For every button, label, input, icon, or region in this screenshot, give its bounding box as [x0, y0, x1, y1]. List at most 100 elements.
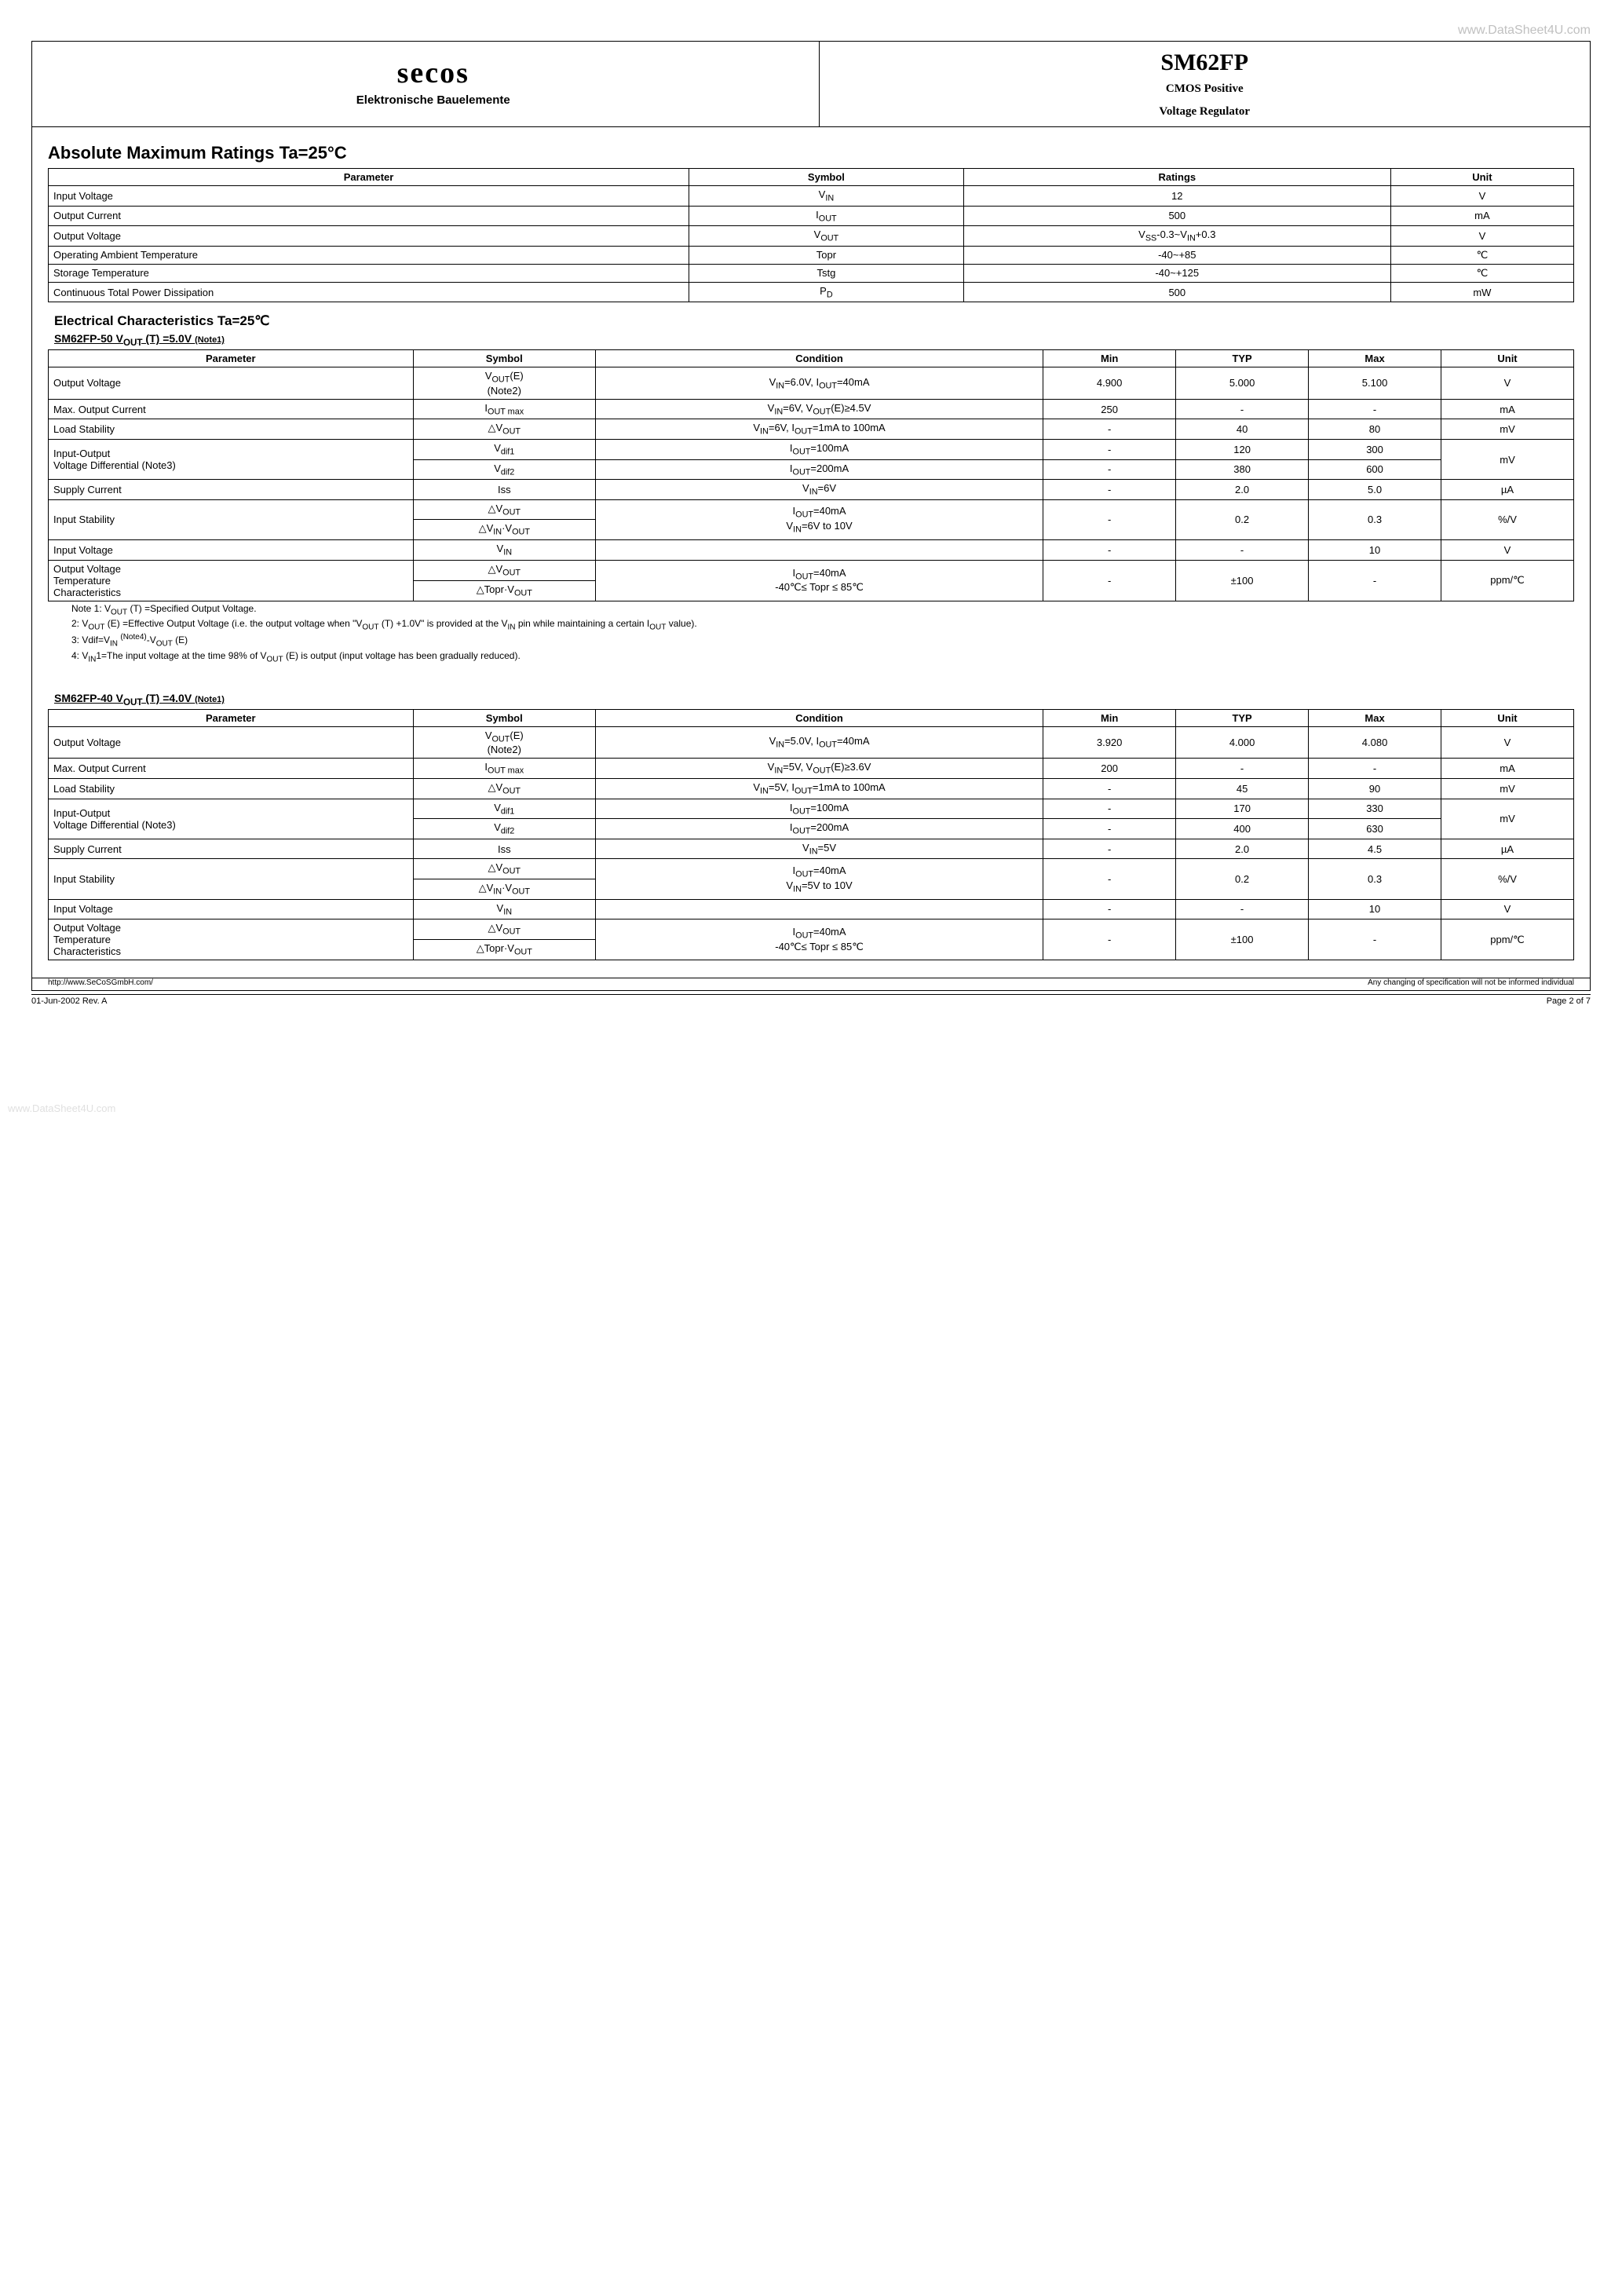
table-cell: 120: [1176, 439, 1309, 459]
table-cell: △VOUT: [413, 779, 595, 799]
table-cell: 5.000: [1176, 367, 1309, 400]
table-cell: Output Current: [49, 206, 689, 226]
table-row: Output VoltageTemperatureCharacteristics…: [49, 560, 1574, 580]
table-cell: -: [1309, 399, 1441, 419]
table-row: Output CurrentIOUT500mA: [49, 206, 1574, 226]
table-cell: -: [1043, 480, 1176, 500]
table-cell: VIN=6.0V, IOUT=40mA: [595, 367, 1043, 400]
table-cell: 0.3: [1309, 499, 1441, 539]
table-cell: -: [1176, 899, 1309, 919]
variant-title: SM62FP-50 VOUT (T) =5.0V (Note1): [54, 332, 1574, 348]
part-sub1: CMOS Positive: [835, 82, 1575, 96]
table-cell: Max. Output Current: [49, 399, 414, 419]
ec-col-header: Min: [1043, 350, 1176, 367]
table-cell: IOUT=40mAVIN=5V to 10V: [595, 859, 1043, 899]
ec-col-header: TYP: [1176, 350, 1309, 367]
table-cell: [595, 539, 1043, 560]
table-cell: 170: [1176, 799, 1309, 819]
table-cell: V: [1390, 186, 1573, 207]
ec-col-header: Min: [1043, 709, 1176, 726]
table-cell: Output Voltage: [49, 367, 414, 400]
table-cell: ±100: [1176, 560, 1309, 601]
table-cell: Input Voltage: [49, 539, 414, 560]
table-row: Output VoltageVOUTVSS-0.3~VIN+0.3V: [49, 226, 1574, 247]
table-cell: -: [1043, 899, 1176, 919]
variant-title: SM62FP-40 VOUT (T) =4.0V (Note1): [54, 692, 1574, 707]
table-cell: Output Voltage: [49, 226, 689, 247]
table-row: Max. Output CurrentIOUT maxVIN=6V, VOUT(…: [49, 399, 1574, 419]
table-cell: -: [1043, 819, 1176, 839]
table-cell: VIN=5V, IOUT=1mA to 100mA: [595, 779, 1043, 799]
table-cell: -: [1043, 419, 1176, 440]
part-sub2: Voltage Regulator: [835, 105, 1575, 119]
table-cell: -: [1043, 560, 1176, 601]
table-cell: Output VoltageTemperatureCharacteristics: [49, 560, 414, 601]
header: secos Elektronische Bauelemente SM62FP C…: [32, 42, 1590, 127]
table-row: Input Stability△VOUTIOUT=40mAVIN=6V to 1…: [49, 499, 1574, 520]
table-cell: V: [1441, 539, 1574, 560]
table-cell: 90: [1309, 779, 1441, 799]
table-cell: 4.000: [1176, 726, 1309, 759]
table-cell: △Topr·VOUT: [413, 580, 595, 601]
table-cell: Storage Temperature: [49, 264, 689, 282]
table-cell: Continuous Total Power Dissipation: [49, 282, 689, 302]
amr-col-ratings: Ratings: [963, 169, 1390, 186]
table-cell: -: [1043, 919, 1176, 960]
table-cell: 4.5: [1309, 839, 1441, 859]
table-cell: 5.0: [1309, 480, 1441, 500]
table-row: Output VoltageTemperatureCharacteristics…: [49, 919, 1574, 940]
table-row: Input VoltageVIN12V: [49, 186, 1574, 207]
table-cell: 330: [1309, 799, 1441, 819]
table-cell: VIN: [689, 186, 964, 207]
table-cell: 80: [1309, 419, 1441, 440]
table-cell: Input Stability: [49, 499, 414, 539]
table-cell: Output VoltageTemperatureCharacteristics: [49, 919, 414, 960]
table-cell: Input-OutputVoltage Differential (Note3): [49, 439, 414, 479]
table-cell: mA: [1390, 206, 1573, 226]
table-cell: IOUT max: [413, 399, 595, 419]
table-cell: 200: [1043, 759, 1176, 779]
footer-date-rev: 01-Jun-2002 Rev. A: [31, 996, 107, 1006]
table-cell: VIN: [413, 899, 595, 919]
ec-col-header: Condition: [595, 709, 1043, 726]
ec-col-header: Symbol: [413, 709, 595, 726]
table-cell: 3.920: [1043, 726, 1176, 759]
watermark-side: www.DataSheet4U.com: [8, 1102, 115, 1114]
table-cell: -: [1176, 399, 1309, 419]
table-cell: Vdif2: [413, 459, 595, 480]
table-cell: ppm/℃: [1441, 560, 1574, 601]
table-cell: mV: [1441, 419, 1574, 440]
table-cell: VOUT(E)(Note2): [413, 367, 595, 400]
table-cell: -: [1043, 839, 1176, 859]
table-cell: 10: [1309, 539, 1441, 560]
table-cell: mA: [1441, 399, 1574, 419]
table-cell: IOUT=200mA: [595, 819, 1043, 839]
ec-col-header: Parameter: [49, 709, 414, 726]
table-row: Input VoltageVIN--10V: [49, 539, 1574, 560]
table-cell: -40~+85: [963, 246, 1390, 264]
table-row: Input Stability△VOUTIOUT=40mAVIN=5V to 1…: [49, 859, 1574, 879]
table-cell: mV: [1441, 439, 1574, 479]
amr-col-symbol: Symbol: [689, 169, 964, 186]
table-cell: △VOUT: [413, 419, 595, 440]
table-cell: %/V: [1441, 859, 1574, 899]
table-cell: Input Voltage: [49, 186, 689, 207]
table-cell: -: [1043, 539, 1176, 560]
table-cell: 4.900: [1043, 367, 1176, 400]
table-cell: △VOUT: [413, 499, 595, 520]
table-cell: Load Stability: [49, 419, 414, 440]
watermark-top: www.DataSheet4U.com: [31, 24, 1591, 38]
table-cell: 0.3: [1309, 859, 1441, 899]
table-cell: 45: [1176, 779, 1309, 799]
inner-footer: http://www.SeCoSGmbH.com/ Any changing o…: [32, 978, 1590, 990]
table-cell: 300: [1309, 439, 1441, 459]
table-row: Storage TemperatureTstg-40~+125℃: [49, 264, 1574, 282]
table-cell: -40~+125: [963, 264, 1390, 282]
table-cell: 400: [1176, 819, 1309, 839]
table-cell: 0.2: [1176, 859, 1309, 899]
amr-col-parameter: Parameter: [49, 169, 689, 186]
body: Absolute Maximum Ratings Ta=25°C Paramet…: [32, 127, 1590, 971]
table-cell: -: [1309, 919, 1441, 960]
table-row: Load Stability△VOUTVIN=5V, IOUT=1mA to 1…: [49, 779, 1574, 799]
table-cell: Supply Current: [49, 480, 414, 500]
